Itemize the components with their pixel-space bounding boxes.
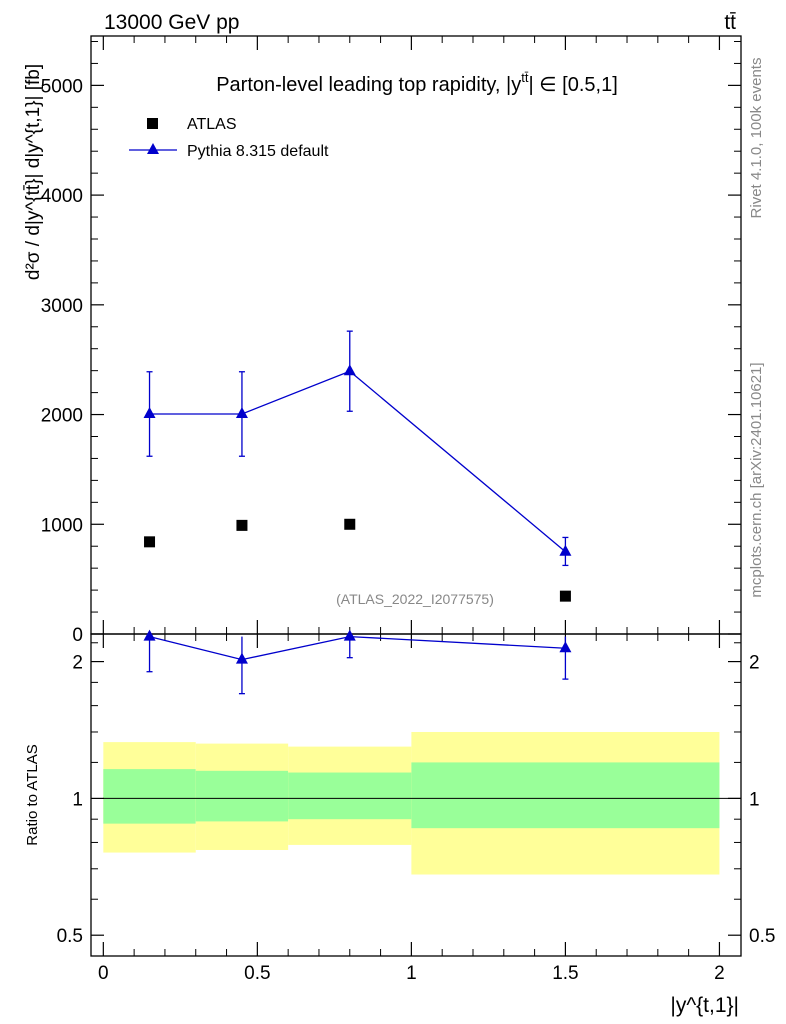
x-tick-label-1: 0.5 — [244, 963, 270, 984]
chart-title-sup: tt̄ — [521, 70, 529, 85]
atlas-point-3 — [559, 590, 571, 602]
main-data — [143, 330, 572, 602]
x-tick-label-0: 0 — [98, 963, 109, 984]
pythia-point-0 — [143, 407, 156, 419]
rivet-version-label: Rivet 4.1.0, 100k events — [748, 58, 765, 219]
legend-pythia-marker — [147, 143, 159, 154]
ratio-tick-label-right-2: 2 — [749, 653, 760, 674]
main-ticks: 0 1000 2000 3000 4000 5000 — [41, 40, 741, 646]
ratio-pythia-point-2 — [343, 629, 356, 641]
x-tick-label-4: 2 — [714, 963, 725, 984]
pythia-line — [149, 370, 566, 553]
ratio-tick-label-left-2: 2 — [72, 653, 83, 674]
ratio-green-band-1 — [195, 770, 289, 822]
legend-atlas-marker — [147, 118, 158, 129]
x-tick-label-2: 1 — [406, 963, 417, 984]
y-tick-label-main-4: 4000 — [41, 186, 83, 207]
pythia-point-1 — [235, 407, 248, 419]
analysis-watermark: (ATLAS_2022_I2077575) — [336, 591, 494, 607]
process-label: tt̄ — [724, 11, 736, 34]
ratio-bands — [103, 731, 741, 875]
ratio-green-band-2 — [288, 772, 412, 820]
ratio-tick-label-left-1: 1 — [72, 789, 83, 810]
y-axis-label-main: d²σ / d|y^{tt̄}| d|y^{t,1}| [fb] — [23, 64, 44, 280]
ratio-tick-label-right-1: 1 — [749, 789, 760, 810]
atlas-point-0 — [144, 536, 156, 548]
legend-pythia-label: Pythia 8.315 default — [187, 143, 329, 160]
ratio-data — [143, 629, 572, 695]
y-tick-label-main-5: 5000 — [41, 76, 83, 97]
y-tick-label-main-0: 0 — [72, 625, 83, 646]
energy-label: 13000 GeV pp — [104, 11, 239, 34]
y-axis-label-ratio: Ratio to ATLAS — [24, 744, 41, 845]
ratio-pythia-line — [149, 635, 566, 661]
ratio-green-band-0 — [103, 769, 196, 824]
x-tick-label-3: 1.5 — [552, 963, 578, 984]
chart-title: Parton-level leading top rapidity, |ytt̄… — [216, 70, 618, 96]
legend: ATLAS Pythia 8.315 default — [129, 116, 329, 160]
pythia-point-2 — [343, 364, 356, 376]
y-tick-label-main-3: 3000 — [41, 296, 83, 317]
ratio-green-band-3 — [411, 762, 720, 829]
atlas-point-2 — [344, 518, 356, 530]
x-ticks: 0 0.5 1 1.5 2 — [98, 36, 725, 984]
ratio-panel-frame — [90, 633, 742, 957]
ratio-tick-label-right-0: 0.5 — [749, 926, 775, 947]
ratio-pythia-point-1 — [235, 652, 248, 664]
mcplots-label: mcplots.cern.ch [arXiv:2401.10621] — [748, 362, 765, 597]
y-tick-label-main-2: 2000 — [41, 406, 83, 427]
ratio-pythia-point-3 — [559, 641, 572, 653]
pythia-point-3 — [559, 544, 572, 556]
atlas-point-1 — [236, 519, 248, 531]
x-axis-label: |y^{t,1}| — [670, 994, 739, 1017]
chart-title-tail: | ∈ [0.5,1] — [528, 74, 617, 96]
y-tick-label-main-1: 1000 — [41, 515, 83, 536]
ratio-pythia-point-0 — [143, 629, 156, 641]
ratio-tick-label-left-0: 0.5 — [57, 926, 83, 947]
chart-title-main: Parton-level leading top rapidity, |y — [216, 74, 521, 96]
legend-atlas-label: ATLAS — [187, 116, 237, 133]
ratio-ticks: 0.5 0.5 1 1 2 2 — [57, 642, 775, 947]
